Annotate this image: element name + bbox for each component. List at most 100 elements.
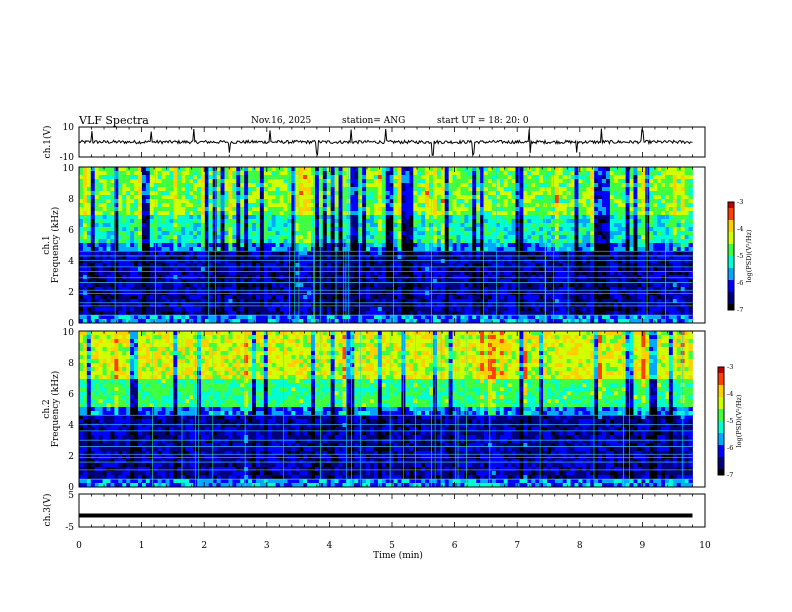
spectrogram-cell xyxy=(307,167,312,172)
spectrogram-cell xyxy=(602,167,607,172)
spectrogram-cell xyxy=(523,207,528,212)
spectrogram-cell xyxy=(464,215,469,220)
spectrogram-cell xyxy=(413,219,418,224)
spectrogram-cell xyxy=(507,207,512,212)
spectrogram-cell xyxy=(141,227,147,232)
spectrogram-cell xyxy=(598,199,603,204)
spectrogram-cell xyxy=(609,275,615,280)
spectrogram-cell xyxy=(110,211,115,216)
spectrogram-cell xyxy=(535,211,540,216)
spectrogram-cell xyxy=(413,267,418,272)
spectrogram-cell xyxy=(582,187,587,192)
spectrogram-cell xyxy=(90,195,96,200)
spectrogram-cell xyxy=(279,203,284,208)
spectrogram-cell xyxy=(196,171,202,176)
spectrogram-cell xyxy=(464,179,469,184)
spectrogram-cell xyxy=(370,167,375,172)
spectrogram-cell xyxy=(236,267,241,272)
spectrogram-cell xyxy=(110,167,115,172)
spectrogram-cell xyxy=(582,235,587,240)
spectrogram-cell xyxy=(114,191,119,196)
spectrogram-cell xyxy=(676,195,682,200)
spectrogram-cell xyxy=(444,199,450,204)
spectrogram-cell xyxy=(668,203,674,208)
spectrogram-cell xyxy=(181,239,186,244)
spectrogram-cell xyxy=(137,283,143,288)
spectrogram-cell xyxy=(487,219,493,224)
spectrogram-cell xyxy=(267,263,273,268)
spectrogram-cell xyxy=(602,219,607,224)
spectrogram-cell xyxy=(303,251,308,256)
spectrogram-cell xyxy=(409,215,414,220)
spectrogram-cell xyxy=(393,271,398,276)
spectrogram-cell xyxy=(586,207,591,212)
spectrogram-cell xyxy=(106,259,111,264)
spectrogram-cell xyxy=(480,167,485,172)
spectrogram-cell xyxy=(118,203,123,208)
spectrogram-cell xyxy=(460,287,465,292)
spectrogram-cell xyxy=(318,175,324,180)
spectrogram-cell xyxy=(444,227,450,232)
spectrogram-cell xyxy=(236,251,241,256)
spectrogram-cell xyxy=(342,223,347,228)
spectrogram-cell xyxy=(377,183,383,188)
spectrogram-cell xyxy=(318,183,324,188)
spectrogram-cell xyxy=(688,287,693,292)
spectrogram-cell xyxy=(586,183,591,188)
spectrogram-cell xyxy=(432,211,438,216)
spectrogram-cell xyxy=(680,171,686,176)
spectrogram-cell xyxy=(303,227,308,232)
spectrogram-cell xyxy=(169,235,174,240)
spectrogram-cell xyxy=(141,235,147,240)
spectrogram-cell xyxy=(259,287,265,292)
spectrogram-cell xyxy=(153,227,159,232)
spectrogram-cell xyxy=(98,187,103,192)
spectrogram-cell xyxy=(126,219,131,224)
spectrogram-cell xyxy=(110,239,115,244)
spectrogram-cell xyxy=(240,167,245,172)
spectrogram-cell xyxy=(629,275,634,280)
spectrogram-cell xyxy=(299,251,304,256)
spectrogram-cell xyxy=(468,215,473,220)
spectrogram-cell xyxy=(605,187,611,192)
spectrogram-cell xyxy=(373,191,379,196)
spectrogram-cell xyxy=(90,283,96,288)
spectrogram-cell xyxy=(299,171,304,176)
spectrogram-cell xyxy=(330,199,336,204)
spectrogram-cell xyxy=(519,203,524,208)
spectrogram-cell xyxy=(130,275,135,280)
spectrogram-cell xyxy=(550,203,556,208)
spectrogram-cell xyxy=(173,271,178,276)
spectrogram-cell xyxy=(550,231,556,236)
spectrogram-cell xyxy=(413,175,418,180)
spectrogram-cell xyxy=(255,259,261,264)
spectrogram-cell xyxy=(578,211,583,216)
spectrogram-cell xyxy=(165,263,170,268)
spectrogram-cell xyxy=(452,279,457,284)
spectrogram-cell xyxy=(244,283,249,288)
spectrogram-cell xyxy=(220,227,225,232)
spectrogram-cell xyxy=(79,227,84,232)
spectrogram-cell xyxy=(126,207,131,212)
spectrogram-cell xyxy=(362,219,367,224)
spectrogram-cell xyxy=(409,267,414,272)
spectrogram-cell xyxy=(220,187,225,192)
spectrogram-cell xyxy=(495,239,501,244)
spectrogram-cell xyxy=(275,235,280,240)
spectrogram-cell xyxy=(566,283,571,288)
spectrogram-cell xyxy=(200,267,206,272)
spectrogram-cell xyxy=(688,239,693,244)
spectrogram-cell xyxy=(405,275,410,280)
spectrogram-cell xyxy=(228,219,233,224)
spectrogram-cell xyxy=(503,199,509,204)
spectrogram-cell xyxy=(633,259,638,264)
spectrogram-cell xyxy=(177,175,182,180)
spectrogram-cell xyxy=(417,231,422,236)
spectrogram-cell xyxy=(189,175,194,180)
spectrogram-cell xyxy=(409,199,414,204)
spectrogram-cell xyxy=(248,259,253,264)
spectrogram-cell xyxy=(259,203,265,208)
spectrogram-cell xyxy=(279,219,284,224)
spectrogram-cell xyxy=(252,287,257,292)
spectrogram-cell xyxy=(672,167,678,172)
